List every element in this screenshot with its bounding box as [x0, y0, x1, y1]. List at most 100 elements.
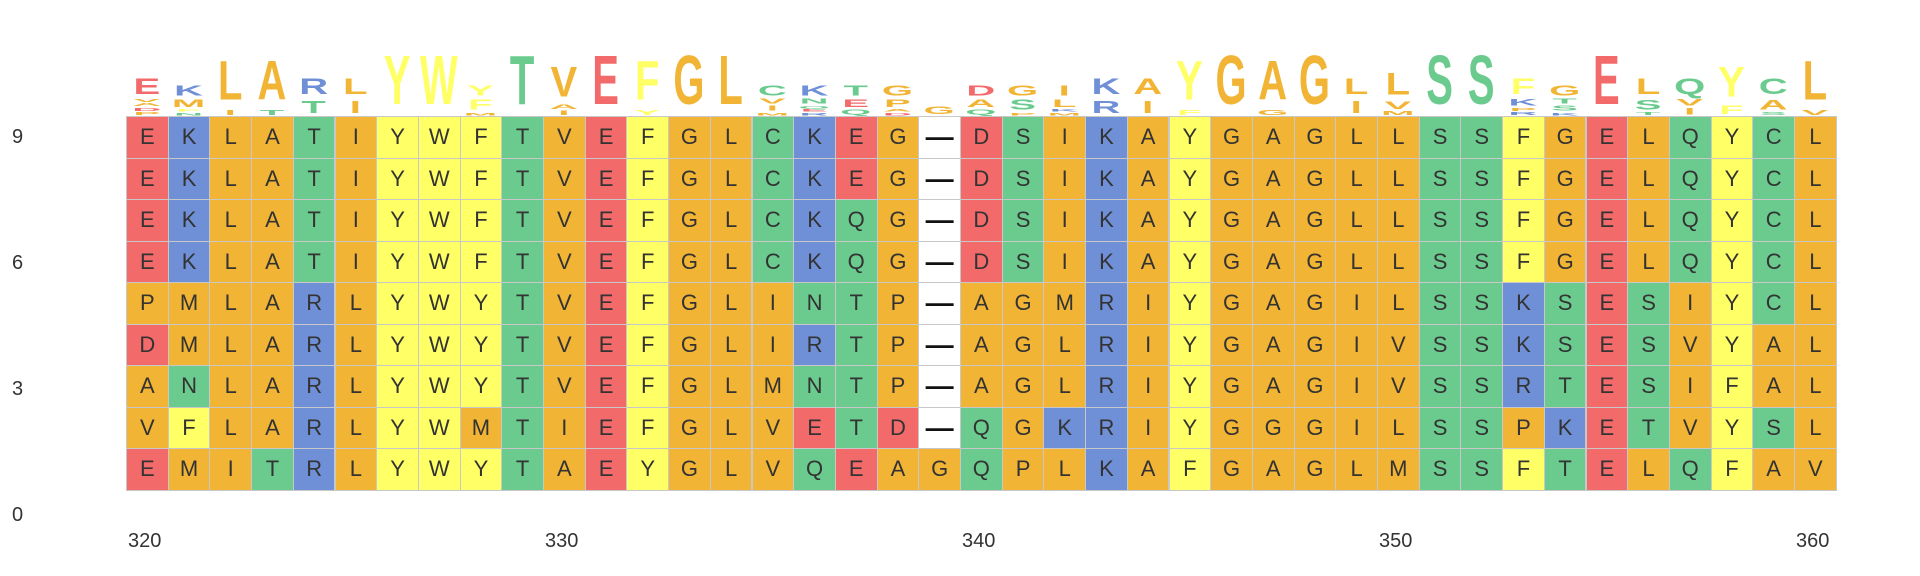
logo-letter: T	[1552, 97, 1577, 106]
logo-letter: K	[174, 82, 203, 99]
residue-cell: F	[626, 116, 670, 159]
residue-cell: L	[709, 157, 753, 200]
residue-cell: L	[709, 365, 753, 408]
residue-cell: F	[1502, 199, 1545, 242]
logo-letter: L	[1343, 74, 1369, 100]
residue-cell: E	[793, 406, 836, 449]
residue-cell: S	[1001, 199, 1045, 242]
logo-letter: G	[1215, 42, 1247, 120]
residue-cell: K	[793, 116, 836, 159]
residue-cell: F	[459, 240, 503, 283]
logo-letter: V	[1676, 97, 1704, 108]
residue-cell: C	[751, 199, 795, 242]
x-tick-label: 330	[545, 530, 579, 552]
residue-cell: A	[1251, 282, 1295, 325]
residue-cell: A	[251, 199, 294, 242]
logo-letter: A	[1758, 97, 1788, 113]
residue-cell: Y	[1710, 240, 1754, 283]
residue-cell: Q	[793, 448, 836, 491]
residue-cell: D	[960, 157, 1003, 200]
residue-cell: A	[251, 116, 294, 159]
residue-cell: Y	[459, 282, 503, 325]
residue-cell: S	[1460, 199, 1504, 242]
residue-cell: Y	[1168, 157, 1212, 200]
logo-letter: T	[509, 42, 535, 120]
residue-cell: V	[543, 282, 586, 325]
residue-cell: T	[501, 448, 544, 491]
residue-cell: S	[1460, 365, 1504, 408]
logo-letter: T	[259, 108, 285, 117]
residue-cell: E	[834, 116, 878, 159]
logo-letter: M	[755, 112, 789, 117]
residue-cell: L	[1794, 323, 1837, 366]
residue-cell: E	[584, 323, 628, 366]
residue-cell: Y	[1168, 116, 1212, 159]
residue-cell: G	[1293, 365, 1337, 408]
residue-cell: T	[292, 157, 336, 200]
logo-letter: P	[884, 97, 911, 110]
residue-cell: E	[584, 448, 628, 491]
gap-cell: —	[918, 282, 961, 325]
residue-cell: I	[209, 448, 253, 491]
logo-letter: P	[1009, 112, 1036, 117]
residue-cell: T	[834, 323, 878, 366]
residue-cell: L	[209, 157, 253, 200]
logo-letter: L	[1385, 66, 1411, 102]
residue-cell: K	[793, 240, 836, 283]
residue-cell: P	[1502, 406, 1545, 449]
residue-cell: Y	[1168, 406, 1212, 449]
logo-letter: T	[301, 97, 326, 117]
residue-cell: W	[417, 448, 461, 491]
logo-letter: W	[419, 42, 458, 120]
logo-letter: I	[766, 104, 778, 113]
residue-cell: I	[1668, 365, 1712, 408]
logo-letter: Y	[383, 42, 411, 120]
residue-cell: M	[1377, 448, 1420, 491]
residue-cell: I	[334, 199, 378, 242]
residue-cell: T	[834, 282, 878, 325]
residue-cell: Y	[1710, 157, 1754, 200]
residue-cell: W	[417, 365, 461, 408]
residue-cell: G	[1001, 365, 1045, 408]
residue-cell: A	[251, 282, 294, 325]
residue-cell: F	[167, 406, 211, 449]
residue-cell: W	[417, 240, 461, 283]
residue-cell: Y	[376, 116, 419, 159]
residue-cell: L	[1794, 240, 1837, 283]
residue-cell: I	[1126, 406, 1170, 449]
residue-cell: R	[292, 448, 336, 491]
residue-cell: F	[626, 323, 670, 366]
residue-cell: I	[1126, 365, 1170, 408]
residue-cell: S	[1752, 406, 1795, 449]
residue-cell: G	[1293, 406, 1337, 449]
residue-cell: W	[417, 323, 461, 366]
gap-cell: —	[918, 406, 961, 449]
residue-cell: M	[1043, 282, 1087, 325]
residue-cell: S	[1543, 282, 1587, 325]
residue-cell: N	[793, 365, 836, 408]
residue-cell: M	[167, 448, 211, 491]
logo-letter: L	[218, 50, 243, 112]
logo-letter: S	[1467, 42, 1495, 120]
logo-letter: F	[1719, 103, 1744, 117]
residue-cell: R	[1085, 323, 1128, 366]
residue-cell: Y	[626, 448, 670, 491]
residue-cell: G	[1293, 448, 1337, 491]
residue-cell: A	[1251, 448, 1295, 491]
residue-cell: L	[709, 240, 753, 283]
logo-letter: A	[882, 108, 912, 113]
residue-cell: I	[1043, 116, 1087, 159]
residue-cell: T	[292, 199, 336, 242]
residue-cell: Q	[834, 199, 878, 242]
gap-cell: —	[918, 240, 961, 283]
residue-cell: Q	[1668, 116, 1712, 159]
residue-cell: L	[1794, 199, 1837, 242]
residue-cell: T	[292, 240, 336, 283]
residue-cell: A	[1251, 116, 1295, 159]
logo-letter: T	[1635, 111, 1661, 117]
residue-cell: Y	[376, 406, 419, 449]
residue-cell: R	[292, 365, 336, 408]
residue-cell: G	[1210, 282, 1253, 325]
logo-letter: M	[1381, 110, 1415, 117]
residue-cell: A	[1126, 157, 1170, 200]
